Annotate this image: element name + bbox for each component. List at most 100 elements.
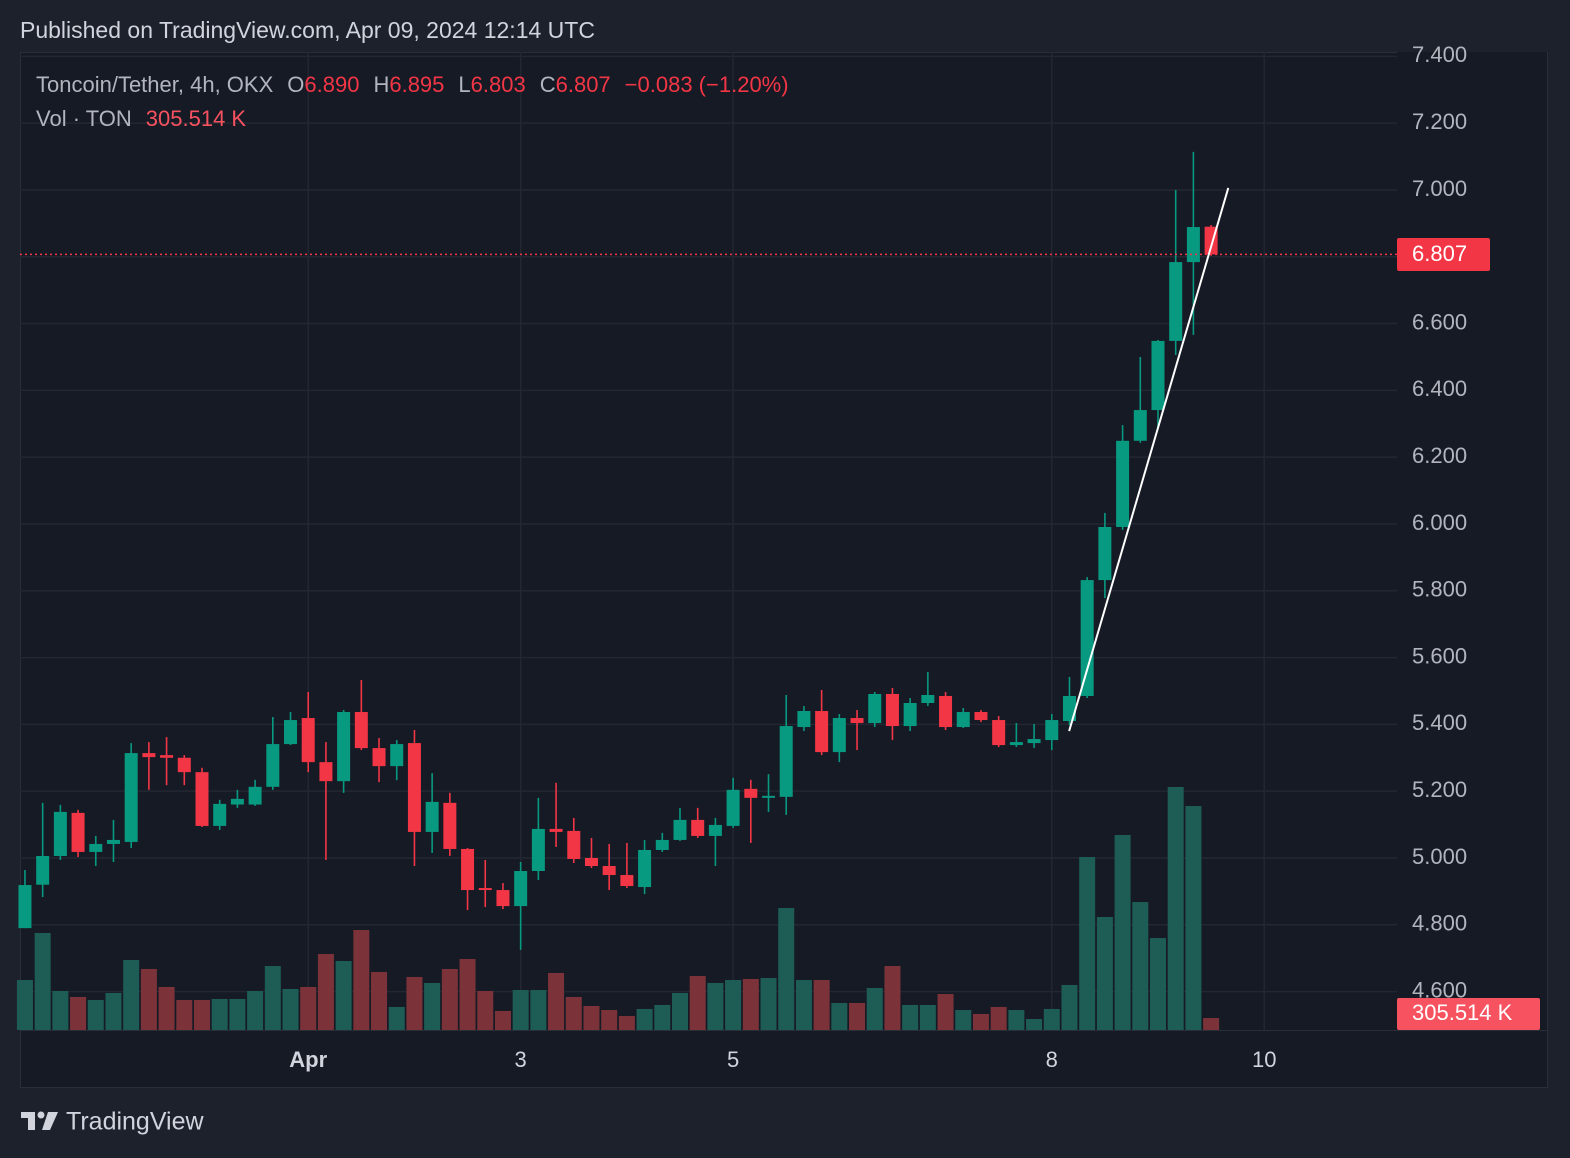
volume-bar (671, 992, 688, 1030)
candle-body (992, 720, 1006, 746)
price-scale-bg (1397, 52, 1547, 1030)
volume-bar (300, 986, 317, 1030)
volume-bar (353, 930, 370, 1030)
candle-body (903, 702, 917, 727)
candle-body (425, 801, 439, 832)
field-value: 6.890 (304, 72, 359, 97)
candle-body (71, 812, 85, 852)
volume-bar (1114, 834, 1131, 1030)
volume-bar (583, 1006, 600, 1030)
volume-bar (494, 1010, 511, 1030)
volume-bar (937, 994, 954, 1030)
candle-body (762, 795, 776, 798)
volume-label: Vol · TON (36, 106, 132, 131)
logo-part (42, 1112, 58, 1130)
field-key: L (458, 72, 470, 97)
volume-bar (618, 1016, 635, 1030)
y-tick-label: 6.600 (1412, 309, 1467, 334)
y-tick-label: 7.200 (1412, 109, 1467, 134)
candle-body (939, 695, 953, 728)
price-label-box (1397, 238, 1490, 271)
volume-bar (601, 1010, 618, 1030)
volume-bar (158, 986, 175, 1030)
volume-bar (229, 998, 246, 1030)
y-tick-label: 5.400 (1412, 710, 1467, 735)
volume-bar (317, 954, 334, 1030)
axes: 4.6004.8005.0005.2005.4005.6005.8006.000… (289, 42, 1467, 1072)
volume-bar (424, 982, 441, 1030)
volume-bar (87, 1000, 104, 1030)
candle-body (195, 772, 209, 826)
candle-body (514, 871, 528, 907)
logo (21, 1111, 58, 1130)
field-value: 6.807 (556, 72, 611, 97)
candle-body (301, 718, 315, 763)
candle-body (638, 849, 652, 888)
volume-bar (654, 1004, 671, 1030)
candle-body (142, 753, 156, 758)
candle-body (213, 803, 227, 826)
y-tick-label: 5.200 (1412, 777, 1467, 802)
volume-bar (193, 1000, 210, 1030)
volume-bar (1149, 938, 1166, 1030)
x-tick-label: 5 (727, 1047, 739, 1072)
logo-part (37, 1111, 45, 1119)
candle-body (1116, 440, 1130, 527)
candle-body (248, 786, 262, 805)
field-key: O (287, 72, 304, 97)
field-key: H (373, 72, 389, 97)
volume-bar (1167, 787, 1184, 1030)
volume-bar (176, 1000, 193, 1030)
volume-bar (247, 990, 264, 1030)
y-tick-label: 6.200 (1412, 443, 1467, 468)
field-key: C (540, 72, 556, 97)
y-tick-label: 7.000 (1412, 176, 1467, 201)
volume-bar (1043, 1008, 1060, 1030)
volume-bar (778, 908, 795, 1030)
candle-body (230, 798, 244, 805)
candle-body (177, 757, 191, 773)
volume-bar (406, 976, 423, 1030)
candle-body (708, 824, 722, 836)
field-value: 6.895 (389, 72, 444, 97)
candle-body (496, 890, 510, 907)
y-tick-label: 4.800 (1412, 911, 1467, 936)
volume-bar (1026, 1018, 1043, 1030)
volume-bar (335, 960, 352, 1030)
candle-body (443, 802, 457, 849)
candle-body (868, 693, 882, 724)
volume-bar (477, 990, 494, 1030)
volume-bar (813, 980, 830, 1030)
logo-part (28, 1112, 35, 1130)
y-tick-label: 5.600 (1412, 643, 1467, 668)
candle-body (372, 748, 386, 767)
volume-bar (140, 968, 157, 1030)
candle-body (584, 857, 598, 866)
volume-value: 305.514 K (146, 106, 247, 131)
volume-legend: Vol · TON 305.514 K (36, 106, 246, 131)
candle-body (354, 712, 368, 749)
candle-body (850, 718, 864, 724)
volume-bar (866, 988, 883, 1030)
price-label: 6.807 (1412, 241, 1467, 266)
volume-bar (760, 978, 777, 1030)
grid (20, 52, 1397, 1030)
candle-body (53, 811, 67, 856)
volume-bar (565, 996, 582, 1030)
candles (18, 151, 1218, 950)
candle-body (337, 712, 351, 782)
volume-bar (371, 972, 388, 1030)
volume-bar (282, 988, 299, 1030)
candle-body (797, 711, 811, 728)
volume-bar (388, 1006, 405, 1030)
candle-body (124, 753, 138, 842)
candle-body (1151, 340, 1165, 411)
candle-body (1009, 742, 1023, 746)
footer-brand: TradingView (66, 1108, 205, 1136)
legend: Toncoin/Tether, 4h, OKX O6.890 H6.895 L6.80… (36, 72, 789, 97)
candle-body (319, 762, 333, 782)
volume-label-box (1397, 998, 1540, 1030)
x-tick-label: 10 (1252, 1047, 1276, 1072)
volume-bar (459, 958, 476, 1030)
